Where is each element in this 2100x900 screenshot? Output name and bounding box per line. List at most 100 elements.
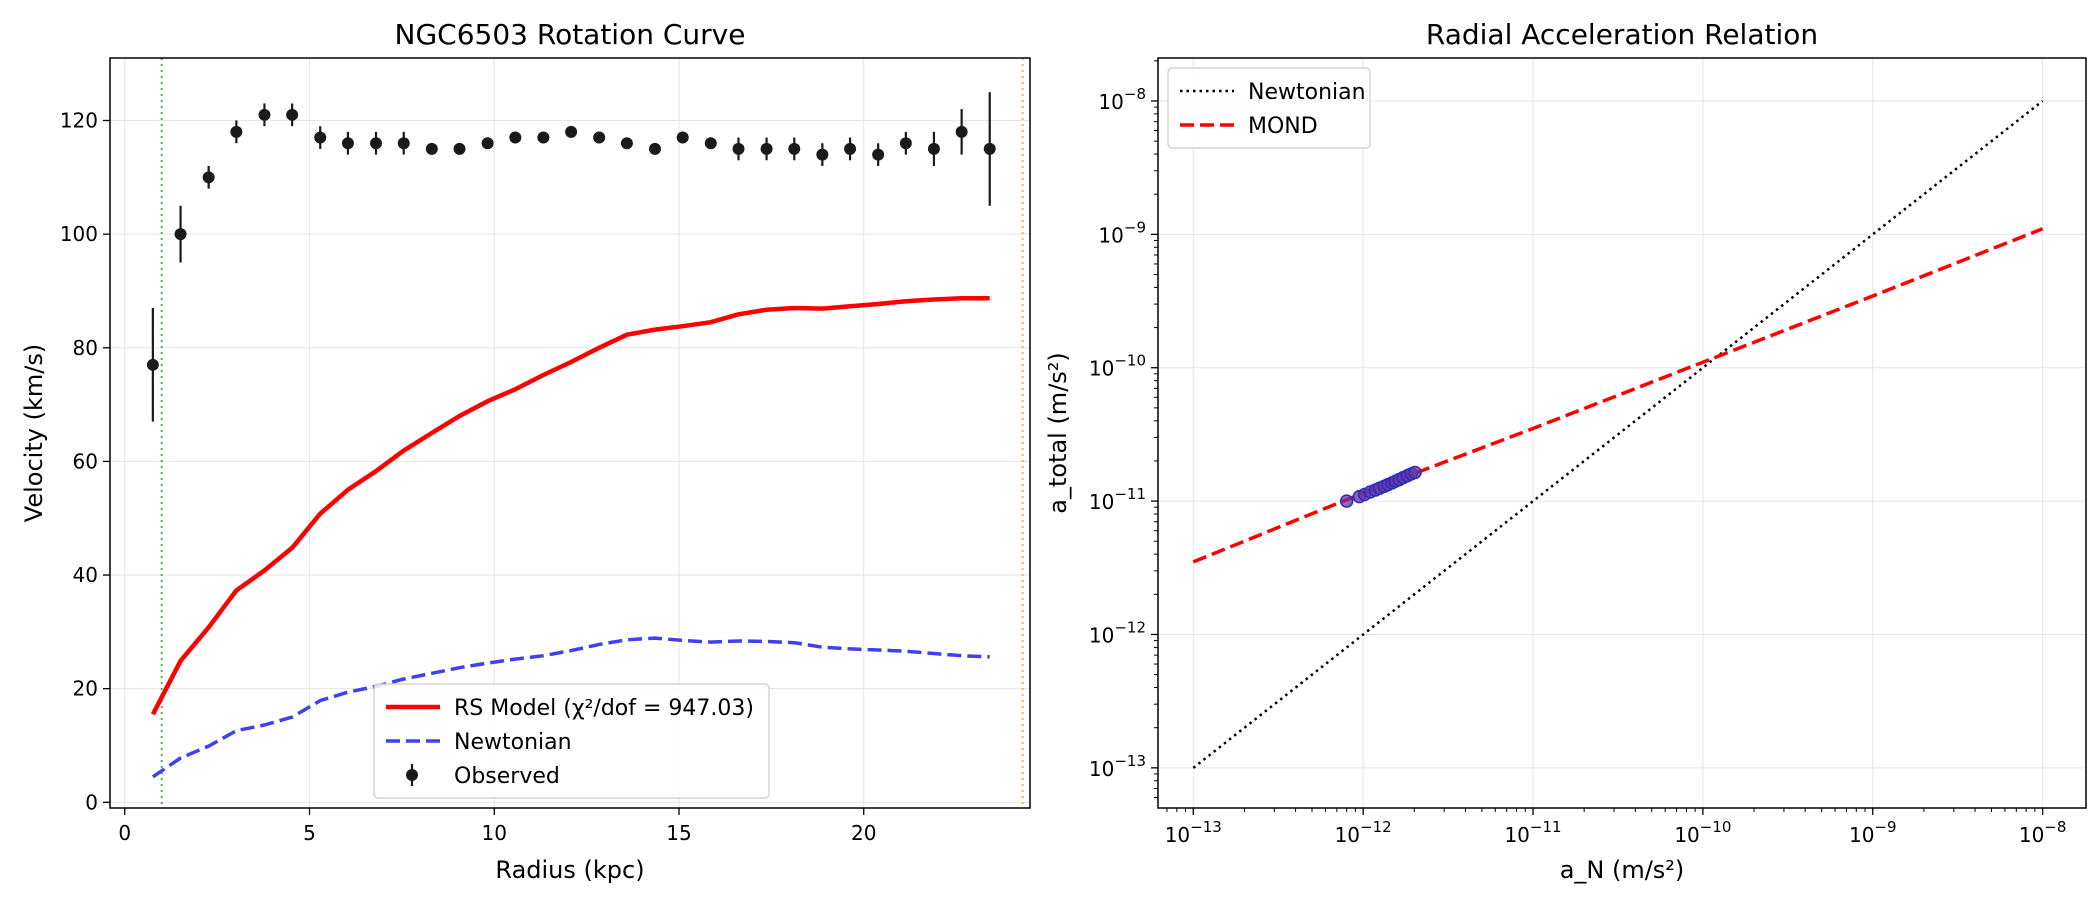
x-tick-exponent: −10	[1700, 818, 1732, 836]
x-tick-exponent: −12	[1360, 818, 1392, 836]
x-tick-mantissa: 10	[1504, 823, 1529, 847]
y-tick-label: 60	[73, 449, 98, 473]
observed-point	[230, 125, 243, 138]
observed-point	[844, 142, 857, 155]
axes-frame	[1157, 57, 2087, 809]
x-tick-exponent: −13	[1190, 818, 1222, 836]
x-tick-exponent: −11	[1530, 818, 1562, 836]
x-tick-label: 10−11	[1504, 818, 1561, 847]
y-tick-label: 80	[73, 336, 98, 360]
series-line-0	[150, 296, 990, 716]
observed-point	[955, 125, 968, 138]
plot-area	[1192, 100, 2044, 769]
y-tick-label: 10−9	[1098, 218, 1146, 247]
series-line-0	[1192, 100, 2044, 769]
y-tick-label: 10−8	[1098, 85, 1146, 114]
legend-label: Observed	[454, 764, 560, 789]
series-line-1	[1192, 227, 2044, 564]
x-tick-label: 10−9	[1849, 818, 1897, 847]
x-tick-label: 10−12	[1335, 818, 1392, 847]
y-tick-mantissa: 10	[1098, 223, 1123, 247]
y-tick-exponent: −13	[1114, 752, 1146, 770]
x-tick-label: 10−8	[2019, 818, 2067, 847]
observed-point	[314, 131, 327, 144]
legend-label: Newtonian	[454, 730, 572, 755]
y-tick-label: 10−11	[1089, 485, 1146, 514]
observed-point	[872, 148, 885, 161]
x-tick-mantissa: 10	[1674, 823, 1699, 847]
radial-acceleration-panel: 10−13 10−12 10−11 10−10 10−9 10−810−1310−1210…	[1044, 18, 2087, 884]
observed-point	[537, 131, 550, 144]
legend-box	[1167, 67, 1371, 149]
x-tick-label: 5	[303, 821, 316, 845]
observed-point	[760, 142, 773, 155]
observed-point	[453, 142, 466, 155]
x-tick-mantissa: 10	[1335, 823, 1360, 847]
y-tick-label: 10−12	[1089, 618, 1146, 647]
legend-box	[373, 683, 770, 799]
observed-point	[565, 125, 578, 138]
observed-point	[648, 142, 661, 155]
y-tick-mantissa: 10	[1089, 757, 1114, 781]
plot-area	[146, 92, 996, 779]
y-tick-exponent: −10	[1114, 352, 1146, 370]
y-tick-label: 10−10	[1089, 352, 1146, 381]
observed-point	[620, 137, 633, 150]
x-tick-label: 15	[666, 821, 691, 845]
observed-point	[593, 131, 606, 144]
chart-title: NGC6503 Rotation Curve	[395, 18, 746, 51]
legend: Newtonian MOND	[1167, 67, 1371, 149]
axes-frame	[109, 57, 1031, 809]
scatter-point	[1408, 465, 1422, 480]
observed-point	[425, 142, 438, 155]
observed-point	[202, 171, 215, 184]
observed-point	[732, 142, 745, 155]
observed-point	[788, 142, 801, 155]
x-tick-exponent: −8	[2044, 818, 2066, 836]
observed-point	[174, 228, 187, 241]
x-axis-label: a_N (m/s²)	[1560, 856, 1685, 884]
y-tick-label: 10−13	[1089, 752, 1146, 781]
y-tick-mantissa: 10	[1089, 357, 1114, 381]
observed-point	[983, 142, 996, 155]
rotation-curve-panel: 0 5 10 15 20 0 20 40 60 80 100 120 NGC6503 Rotation …	[20, 18, 1031, 884]
observed-point	[341, 137, 354, 150]
x-tick-mantissa: 10	[2019, 823, 2044, 847]
observed-point	[927, 142, 940, 155]
y-tick-exponent: −11	[1114, 485, 1146, 503]
observed-point	[258, 108, 271, 121]
legend-label: Newtonian	[1248, 80, 1366, 105]
observed-point	[146, 358, 159, 371]
legend: RS Model (χ²/dof = 947.03) Newtonian Obser…	[373, 683, 770, 799]
x-tick-label: 20	[851, 821, 876, 845]
x-tick-mantissa: 10	[1849, 823, 1874, 847]
x-axis-label: Radius (kpc)	[495, 856, 644, 884]
y-axis-label: Velocity (km/s)	[20, 344, 48, 522]
y-tick-label: 40	[73, 563, 98, 587]
x-tick-label: 0	[118, 821, 131, 845]
observed-point	[899, 137, 912, 150]
y-tick-label: 20	[73, 677, 98, 701]
observed-point	[704, 137, 717, 150]
x-tick-label: 10−10	[1674, 818, 1731, 847]
x-tick-label: 10−13	[1165, 818, 1222, 847]
x-tick-mantissa: 10	[1165, 823, 1190, 847]
y-tick-mantissa: 10	[1098, 90, 1123, 114]
chart-title: Radial Acceleration Relation	[1426, 18, 1818, 51]
observed-point	[397, 137, 410, 150]
y-tick-label: 100	[60, 222, 98, 246]
series-line-1	[151, 636, 990, 779]
y-tick-mantissa: 10	[1089, 490, 1114, 514]
y-tick-exponent: −12	[1114, 618, 1146, 636]
observed-point	[509, 131, 522, 144]
observed-point	[370, 137, 383, 150]
y-axis-label: a_total (m/s²)	[1044, 352, 1072, 514]
observed-point	[481, 137, 494, 150]
y-tick-label: 120	[60, 109, 98, 133]
observed-point	[816, 148, 829, 161]
legend-label: MOND	[1248, 114, 1318, 139]
observed-point	[286, 108, 299, 121]
scatter-point	[1339, 494, 1354, 508]
